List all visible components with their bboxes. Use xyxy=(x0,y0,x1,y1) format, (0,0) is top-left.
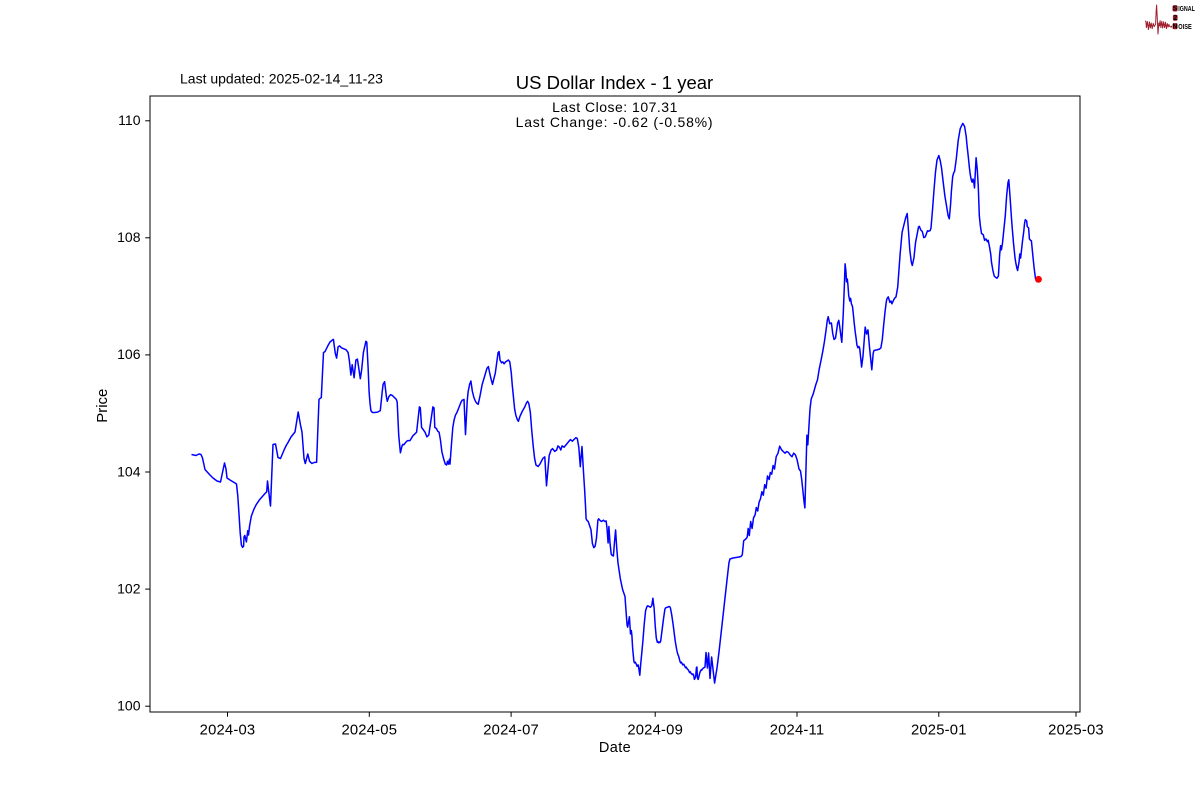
svg-text:Last Change: -0.62 (-0.58%): Last Change: -0.62 (-0.58%) xyxy=(516,114,714,130)
svg-text:US Dollar Index - 1 year: US Dollar Index - 1 year xyxy=(516,72,713,93)
svg-text:106: 106 xyxy=(117,346,141,362)
svg-text:104: 104 xyxy=(117,463,141,479)
svg-text:S: S xyxy=(1173,6,1178,13)
svg-text:N: N xyxy=(1173,24,1178,31)
svg-text:2024-09: 2024-09 xyxy=(627,722,683,738)
svg-text:Price: Price xyxy=(94,389,111,423)
svg-text:2025-03: 2025-03 xyxy=(1048,722,1104,738)
svg-text:102: 102 xyxy=(117,581,141,597)
svg-text:108: 108 xyxy=(117,229,141,245)
svg-text:2024-05: 2024-05 xyxy=(341,722,397,738)
svg-text:OISE: OISE xyxy=(1178,22,1192,31)
svg-text:2: 2 xyxy=(1173,15,1177,22)
svg-text:2024-11: 2024-11 xyxy=(770,722,825,738)
svg-text:110: 110 xyxy=(118,112,141,128)
svg-text:2024-07: 2024-07 xyxy=(483,722,539,738)
svg-text:Date: Date xyxy=(599,740,631,756)
svg-text:100: 100 xyxy=(117,698,141,714)
svg-text:Last updated: 2025-02-14_11-23: Last updated: 2025-02-14_11-23 xyxy=(180,71,383,87)
svg-text:IGNAL: IGNAL xyxy=(1178,4,1195,13)
svg-text:Last Close: 107.31: Last Close: 107.31 xyxy=(552,99,678,115)
svg-text:2025-01: 2025-01 xyxy=(911,722,967,738)
svg-text:2024-03: 2024-03 xyxy=(200,722,256,738)
